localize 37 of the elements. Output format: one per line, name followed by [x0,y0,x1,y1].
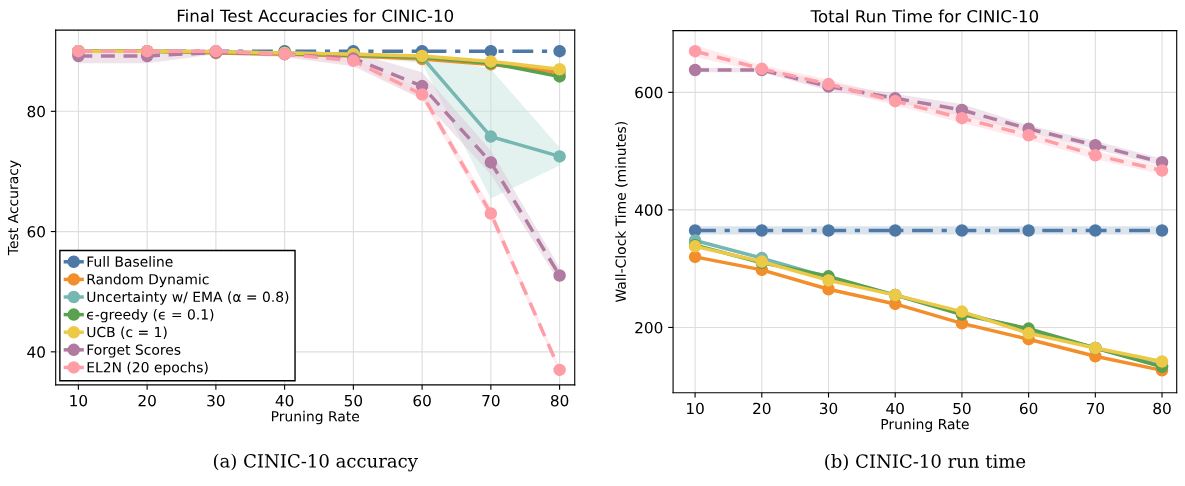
x-tick-label: 30 [207,394,225,407]
x-tick-label: 70 [482,394,500,407]
x-tick-label: 20 [753,402,771,415]
legend-label: Uncertainty w/ EMA (α = 0.8) [87,291,289,305]
x-axis-title: Pruning Rate [271,410,360,425]
x-tick-label: 50 [344,394,363,407]
legend-label: Random Dynamic [87,273,209,288]
x-tick-label: 10 [70,394,88,407]
legend-label: ϵ-greedy (ϵ = 0.1) [87,308,214,323]
text: (a) CINIC-10 accuracy [213,453,418,472]
legend-label: UCB (c = 1) [87,326,167,339]
x-tick-label: 30 [819,402,838,415]
x-tick-label: 70 [1086,402,1105,415]
y-axis-title: Test Accuracy [7,160,21,256]
legend-label: EL2N (20 epochs) [87,361,208,376]
x-tick-label: 20 [138,394,156,407]
x-tick-label: 80 [550,394,569,407]
x-tick-label: 80 [1153,402,1171,415]
x-axis-title: Pruning Rate [881,418,969,433]
x-tick-label: 60 [1019,402,1038,415]
y-tick-label: 40 [27,346,45,358]
legend-label: Forget Scores [87,344,181,358]
chart-title: Final Test Accuracies for CINIC-10 [177,9,454,23]
x-tick-label: 10 [687,402,704,415]
text: (b) CINIC-10 run time [825,453,1026,471]
x-tick-label: 40 [275,394,294,407]
legend-label: Full Baseline [87,256,173,267]
chart-title: Total Run Time for CINIC-10 [810,9,1039,23]
y-tick-label: 60 [27,226,45,238]
x-tick-label: 40 [886,402,904,415]
y-axis-title: Wall-Clock Time (minutes) [615,122,628,303]
y-tick-label: 80 [27,105,45,118]
y-tick-label: 200 [635,321,663,334]
x-tick-label: 60 [413,394,431,407]
y-tick-label: 400 [634,204,663,216]
y-tick-label: 600 [635,86,663,99]
x-tick-label: 50 [953,402,971,415]
